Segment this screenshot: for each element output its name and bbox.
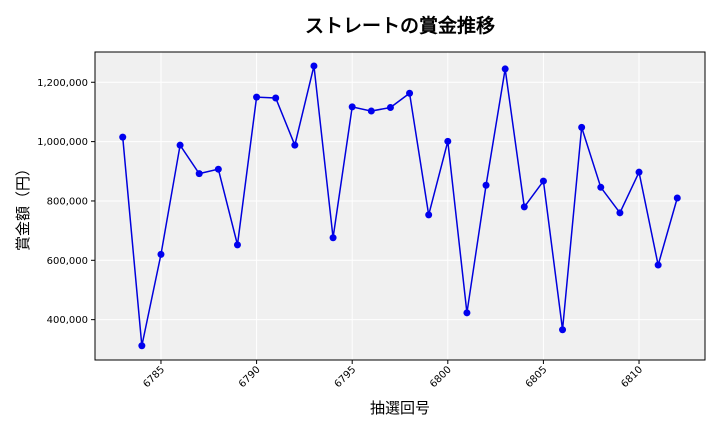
data-point <box>520 203 528 211</box>
data-point <box>138 342 146 350</box>
data-point <box>386 103 394 111</box>
data-point <box>367 107 375 115</box>
y-tick-label: 600,000 <box>47 256 88 267</box>
data-point <box>597 183 605 191</box>
y-tick-label: 1,200,000 <box>37 78 88 89</box>
data-point <box>425 211 433 219</box>
data-point <box>329 234 337 242</box>
data-point <box>444 137 452 145</box>
data-point <box>501 65 509 73</box>
data-point <box>406 89 414 97</box>
x-tick-label: 6795 <box>333 364 359 390</box>
data-point <box>176 141 184 149</box>
grid-lines <box>95 52 705 360</box>
x-tick-label: 6790 <box>237 364 263 390</box>
plot-area <box>95 52 705 360</box>
plot-frame <box>94 51 706 361</box>
x-tick-label: 6810 <box>619 364 645 390</box>
data-point <box>233 241 241 249</box>
data-point <box>482 181 490 189</box>
data-point <box>673 194 681 202</box>
x-tick-label: 6800 <box>428 364 454 390</box>
data-point <box>310 62 318 70</box>
y-axis-ticks: 400,000 600,000 800,000 1,000,000 1,200,000 <box>37 78 95 326</box>
data-point <box>253 93 261 101</box>
data-point <box>616 209 624 217</box>
data-point <box>272 94 280 102</box>
data-point <box>559 326 567 334</box>
data-point <box>539 177 547 185</box>
y-axis-label: 賞金額（円） <box>14 161 32 251</box>
y-tick-label: 400,000 <box>47 315 88 326</box>
chart-title: ストレートの賞金推移 <box>305 14 495 37</box>
x-axis-label: 抽選回号 <box>370 399 430 417</box>
data-point <box>578 123 586 131</box>
data-point <box>157 250 165 258</box>
data-point <box>635 168 643 176</box>
data-point <box>195 170 203 178</box>
data-point <box>654 261 662 269</box>
y-tick-label: 1,000,000 <box>37 137 88 148</box>
x-tick-label: 6785 <box>141 364 167 390</box>
data-point <box>291 141 299 149</box>
y-tick-label: 800,000 <box>47 196 88 207</box>
series-layer <box>119 62 681 350</box>
data-point <box>348 103 356 111</box>
data-point <box>463 309 471 317</box>
data-point <box>214 165 222 173</box>
x-axis-ticks: 6785 6790 6795 6800 6805 6810 <box>141 360 645 390</box>
x-tick-label: 6805 <box>524 364 550 390</box>
data-point <box>119 133 127 141</box>
